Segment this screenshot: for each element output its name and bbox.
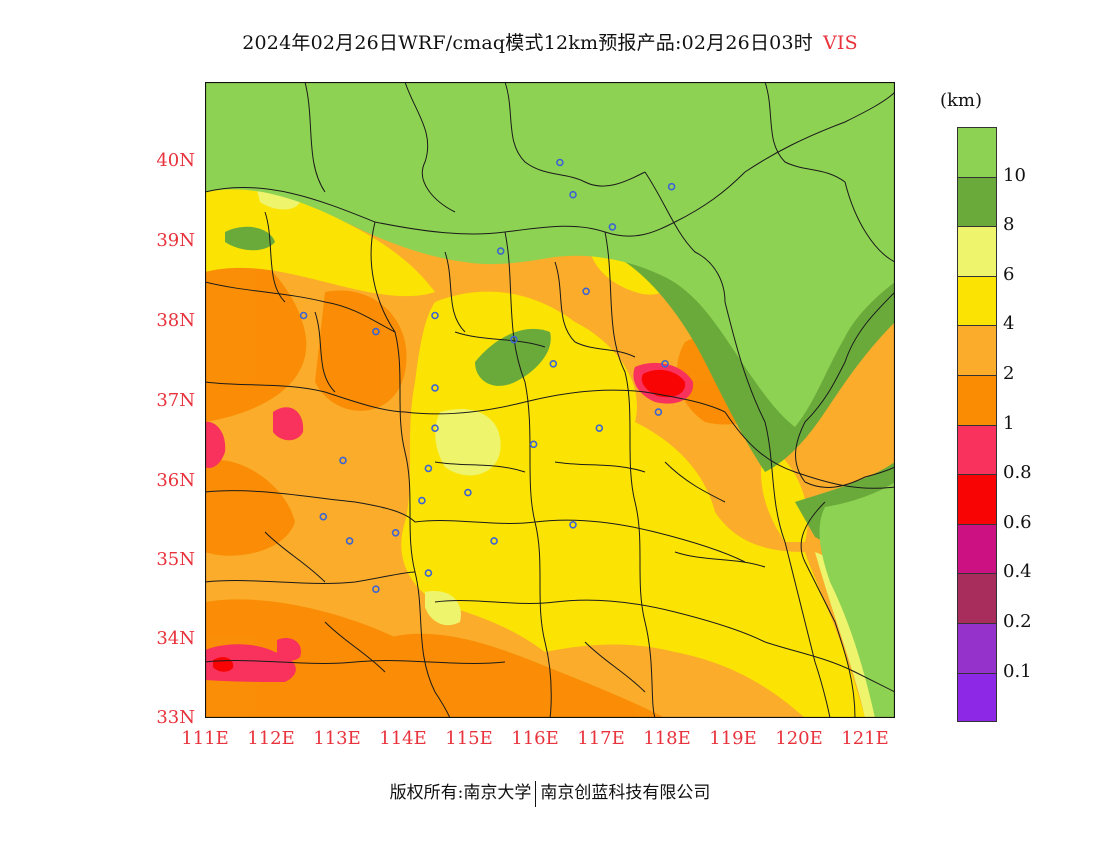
lat-label-33N: 33N [156,707,195,728]
lon-label-116E: 116E [511,728,559,749]
colorbar-tick-label: 8 [1003,214,1015,236]
station-marker [490,537,498,545]
lon-label-111E: 111E [181,728,229,749]
colorbar-tick-label: 0.4 [1003,561,1032,583]
station-marker [431,424,439,433]
station-marker [345,537,354,545]
lon-label-114E: 114E [379,728,427,749]
station-marker [372,327,380,336]
station-marker [549,359,558,368]
station-marker [529,440,538,449]
variable-name: VIS [822,32,858,54]
lon-label-112E: 112E [247,728,295,749]
station-marker [464,488,472,497]
field-gt10km [205,82,895,718]
lon-label-117E: 117E [577,728,625,749]
station-marker [608,223,617,231]
lat-label-39N: 39N [156,230,195,251]
copyright-right: 南京创蓝科技有限公司 [540,783,711,803]
station-marker [372,585,380,594]
colorbar-tick-label: 1 [1003,412,1015,434]
station-marker [556,158,564,167]
colorbar-unit: (km) [940,90,983,111]
colorbar-swatch [957,622,997,673]
colorbar-swatch [957,474,997,524]
station-marker [654,408,663,416]
footer-divider [535,780,537,807]
station-marker [299,311,308,320]
station-marker [339,456,347,465]
colorbar-tick-label: 10 [1003,164,1026,186]
colorbar-swatch [957,374,997,425]
lat-label-37N: 37N [156,390,195,411]
station-marker [595,424,604,433]
lat-label-36N: 36N [156,470,195,491]
colorbar-swatch [957,424,997,475]
colorbar-swatch [957,573,997,623]
lon-label-119E: 119E [709,728,757,749]
station-marker [431,311,439,320]
coastline [795,291,895,718]
colorbar-tick-label: 0.2 [1003,611,1032,632]
colorbar-tick-label: 0.8 [1003,462,1032,484]
city-stations [299,158,676,594]
station-marker [569,520,577,529]
colorbar-swatch [957,325,997,375]
lon-label-113E: 113E [313,728,361,749]
lat-label-40N: 40N [156,150,195,171]
map-panel [205,82,895,718]
station-marker [667,182,676,191]
lat-label-38N: 38N [156,310,195,331]
copyright-footer: 版权所有:南京大学 南京创蓝科技有限公司 [0,778,1100,807]
station-marker [496,247,505,255]
map-frame [205,82,895,718]
station-marker [424,464,433,473]
field-0.8-1km [205,362,694,682]
title-text: 2024年02月26日WRF/cmaq模式12km预报产品:02月26日03时 [242,32,813,54]
colorbar-tick-label: 6 [1003,263,1015,285]
copyright-left: 版权所有:南京大学 [389,783,532,803]
lon-label-118E: 118E [643,728,691,749]
lat-label-35N: 35N [156,549,195,570]
colorbar [957,127,997,723]
lon-label-115E: 115E [445,728,493,749]
colorbar-tick-label: 4 [1003,313,1015,335]
colorbar-swatch [957,275,997,326]
station-marker [582,287,590,296]
admin-boundaries [205,82,895,718]
station-marker [391,528,400,537]
station-marker [424,569,433,577]
chart-title: 2024年02月26日WRF/cmaq模式12km预报产品:02月26日03时 V… [0,28,1100,55]
station-marker [569,190,577,199]
station-marker [661,359,669,368]
station-marker [319,512,328,521]
colorbar-tick-label: 0.6 [1003,511,1032,533]
station-marker [418,496,426,505]
colorbar-tick-label: 0.1 [1003,660,1032,682]
lon-label-120E: 120E [775,728,823,749]
station-marker [510,335,518,344]
colorbar-swatch [957,672,997,723]
colorbar-swatch [957,176,997,227]
colorbar-swatch [957,523,997,574]
colorbar-swatch [957,127,997,177]
colorbar-tick-label: 2 [1003,363,1015,384]
colorbar-swatch [957,226,997,276]
visibility-map [205,82,895,718]
station-marker [431,384,439,392]
lon-label-121E: 121E [841,728,889,749]
lat-label-34N: 34N [156,628,195,649]
